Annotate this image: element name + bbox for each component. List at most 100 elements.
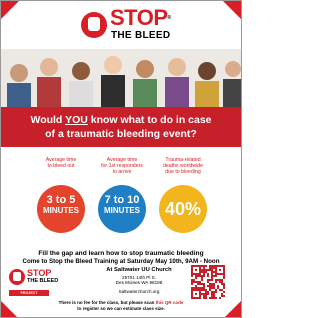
- qr-module: [203, 293, 205, 295]
- qr-module: [223, 285, 225, 287]
- qr-module: [219, 297, 221, 299]
- footer-logo-bleed: THE BLEED: [27, 278, 58, 284]
- qr-module: [213, 271, 215, 273]
- qr-module: [211, 291, 213, 293]
- qr-module: [215, 279, 217, 281]
- qr-module: [203, 295, 205, 297]
- qr-module: [217, 285, 219, 287]
- qr-module: [223, 287, 225, 289]
- qr-module: [213, 283, 215, 285]
- text: There is no fee for the class, but pleas…: [59, 300, 156, 305]
- qr-module: [213, 267, 215, 269]
- qr-module: [193, 281, 195, 283]
- shape: [225, 61, 241, 77]
- qr-module: [205, 293, 207, 295]
- qr-module: [211, 271, 213, 273]
- corner: [1, 1, 19, 19]
- qr-module: [205, 295, 207, 297]
- qr-module: [191, 275, 193, 277]
- qr-module: [191, 287, 193, 289]
- footer-logo-stop: STOP: [27, 269, 51, 278]
- qr-module: [195, 293, 197, 295]
- qr-code: [190, 264, 226, 300]
- text: Would: [30, 114, 65, 126]
- qr-module: [223, 295, 225, 297]
- logo-the-bleed: THE BLEED: [111, 30, 170, 41]
- qr-module: [191, 279, 193, 281]
- shape: [198, 62, 216, 80]
- qr-module: [199, 287, 201, 289]
- qr-module: [203, 275, 205, 277]
- qr-module: [211, 273, 213, 275]
- qr-module: [215, 281, 217, 283]
- qr-module: [223, 277, 225, 279]
- text: due to bleeding: [148, 169, 218, 175]
- shape: [69, 81, 93, 107]
- qr-module: [213, 297, 215, 299]
- qr-module: [201, 283, 203, 285]
- qr-module: [221, 289, 223, 291]
- cta-heading: Fill the gap and learn how to stop traum…: [1, 250, 241, 257]
- qr-module: [215, 275, 217, 277]
- qr-module: [211, 283, 213, 285]
- qr-module: [195, 277, 197, 279]
- qr-module: [193, 279, 195, 281]
- shape: [10, 64, 28, 82]
- qr-module: [213, 293, 215, 295]
- qr-module: [207, 291, 209, 293]
- text: 3 to 5: [37, 195, 85, 206]
- qr-module: [201, 265, 203, 267]
- qr-module: [223, 291, 225, 293]
- flyer: STOP® THE BLEED Would YOU know what to d…: [0, 0, 242, 318]
- qr-module: [205, 289, 207, 291]
- qr-module: [205, 265, 207, 267]
- qr-module: [213, 295, 215, 297]
- qr-module: [201, 279, 203, 281]
- shape: [136, 60, 154, 78]
- shape: [13, 272, 21, 281]
- text: ®: [168, 15, 171, 21]
- stat-circle: 7 to 10 MINUTES: [98, 185, 146, 233]
- qr-module: [211, 297, 213, 299]
- qr-module: [221, 279, 223, 281]
- qr-module: [203, 297, 205, 299]
- qr-module: [201, 269, 203, 271]
- qr-module: [201, 271, 203, 273]
- qr-module: [203, 271, 205, 273]
- location-name: At Saltwater UU Church: [99, 268, 179, 273]
- qr-module: [219, 289, 221, 291]
- qr-module: [195, 281, 197, 283]
- qr-module: [223, 275, 225, 277]
- qr-module: [205, 271, 207, 273]
- shape: [165, 77, 189, 107]
- qr-module: [213, 265, 215, 267]
- qr-module: [223, 283, 225, 285]
- qr-module: [203, 269, 205, 271]
- qr-module: [219, 269, 221, 271]
- qr-module: [199, 275, 201, 277]
- qr-module: [211, 267, 213, 269]
- logo-hand: [88, 17, 100, 31]
- qr-module: [195, 285, 197, 287]
- logo-stop: STOP®: [110, 7, 171, 29]
- qr-module: [209, 285, 211, 287]
- corner: [1, 301, 17, 317]
- qr-module: [219, 279, 221, 281]
- qr-module: [205, 291, 207, 293]
- qr-module: [203, 285, 205, 287]
- qr-module: [201, 293, 203, 295]
- qr-module: [197, 275, 199, 277]
- shape: [133, 79, 157, 107]
- qr-module: [203, 273, 205, 275]
- shape: [168, 58, 186, 76]
- qr-module: [209, 269, 211, 271]
- qr-module: [213, 285, 215, 287]
- location-web: Saltwaterchurch.org: [99, 289, 179, 294]
- shape: [104, 56, 122, 74]
- text: of a traumatic bleeding event?: [1, 127, 241, 141]
- qr-module: [191, 281, 193, 283]
- text: to bleed out: [26, 163, 96, 169]
- corner: [225, 301, 241, 317]
- qr-module: [199, 281, 201, 283]
- qr-module: [213, 275, 215, 277]
